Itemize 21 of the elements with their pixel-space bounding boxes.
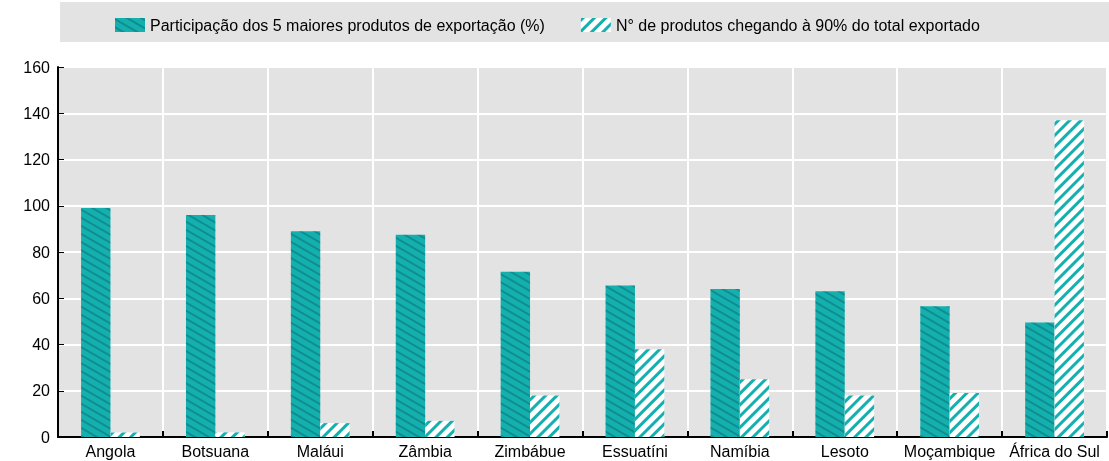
x-tick-label: Essuatíni: [602, 442, 668, 460]
y-tick-label: 20: [32, 382, 51, 400]
y-tick-label: 160: [23, 58, 51, 76]
y-tick-label: 0: [41, 428, 51, 446]
x-tick-label: África do Sul: [1009, 441, 1100, 460]
x-tick-label: Lesoto: [820, 442, 869, 460]
y-tick-label: 120: [23, 151, 51, 168]
x-tick-label: Zâmbia: [398, 442, 452, 460]
y-tick-label: 80: [32, 243, 51, 261]
y-tick-label: 40: [32, 336, 51, 353]
y-tick-label: 140: [23, 104, 51, 122]
legend-label: Participação dos 5 maiores produtos de exportação (%): [150, 16, 545, 34]
x-tick-label: Moçambique: [903, 442, 996, 460]
x-tick-label: Angola: [85, 442, 136, 460]
legend-label: N° de produtos chegando à 90% do total exportado: [615, 16, 980, 34]
x-tick-label: Namíbia: [710, 442, 770, 460]
y-tick-label: 60: [32, 289, 51, 307]
x-tick-label: Zimbábue: [494, 442, 566, 460]
x-tick-label: Botsuana: [181, 442, 250, 460]
y-tick-label: 100: [23, 197, 51, 215]
x-tick-label: Maláui: [296, 442, 344, 460]
